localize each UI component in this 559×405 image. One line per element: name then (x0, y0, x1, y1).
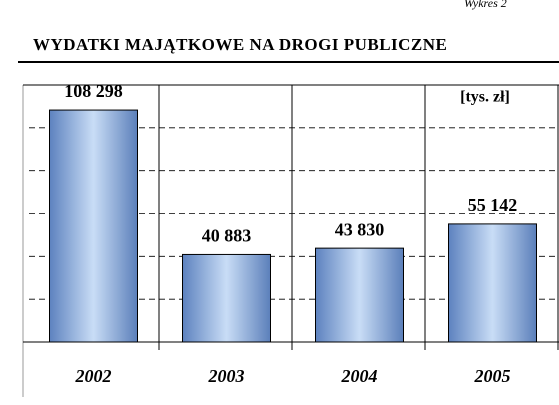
chart-title: WYDATKI MAJĄTKOWE NA DROGI PUBLICZNE (33, 35, 447, 54)
value-label: 40 883 (202, 226, 252, 246)
x-tick-label: 2005 (474, 366, 511, 386)
bar (49, 109, 138, 343)
x-tick-label: 2004 (341, 366, 378, 386)
x-tick-label: 2002 (75, 366, 112, 386)
bar (448, 223, 537, 343)
corner-note: Wykres 2 (464, 0, 507, 10)
unit-label: [tys. zł] (460, 89, 510, 106)
value-label: 55 142 (468, 195, 518, 215)
x-tick-label: 2003 (208, 366, 245, 386)
value-label: 108 298 (64, 81, 123, 101)
value-label: 43 830 (335, 219, 385, 239)
bar (315, 247, 404, 343)
bar (182, 253, 271, 343)
